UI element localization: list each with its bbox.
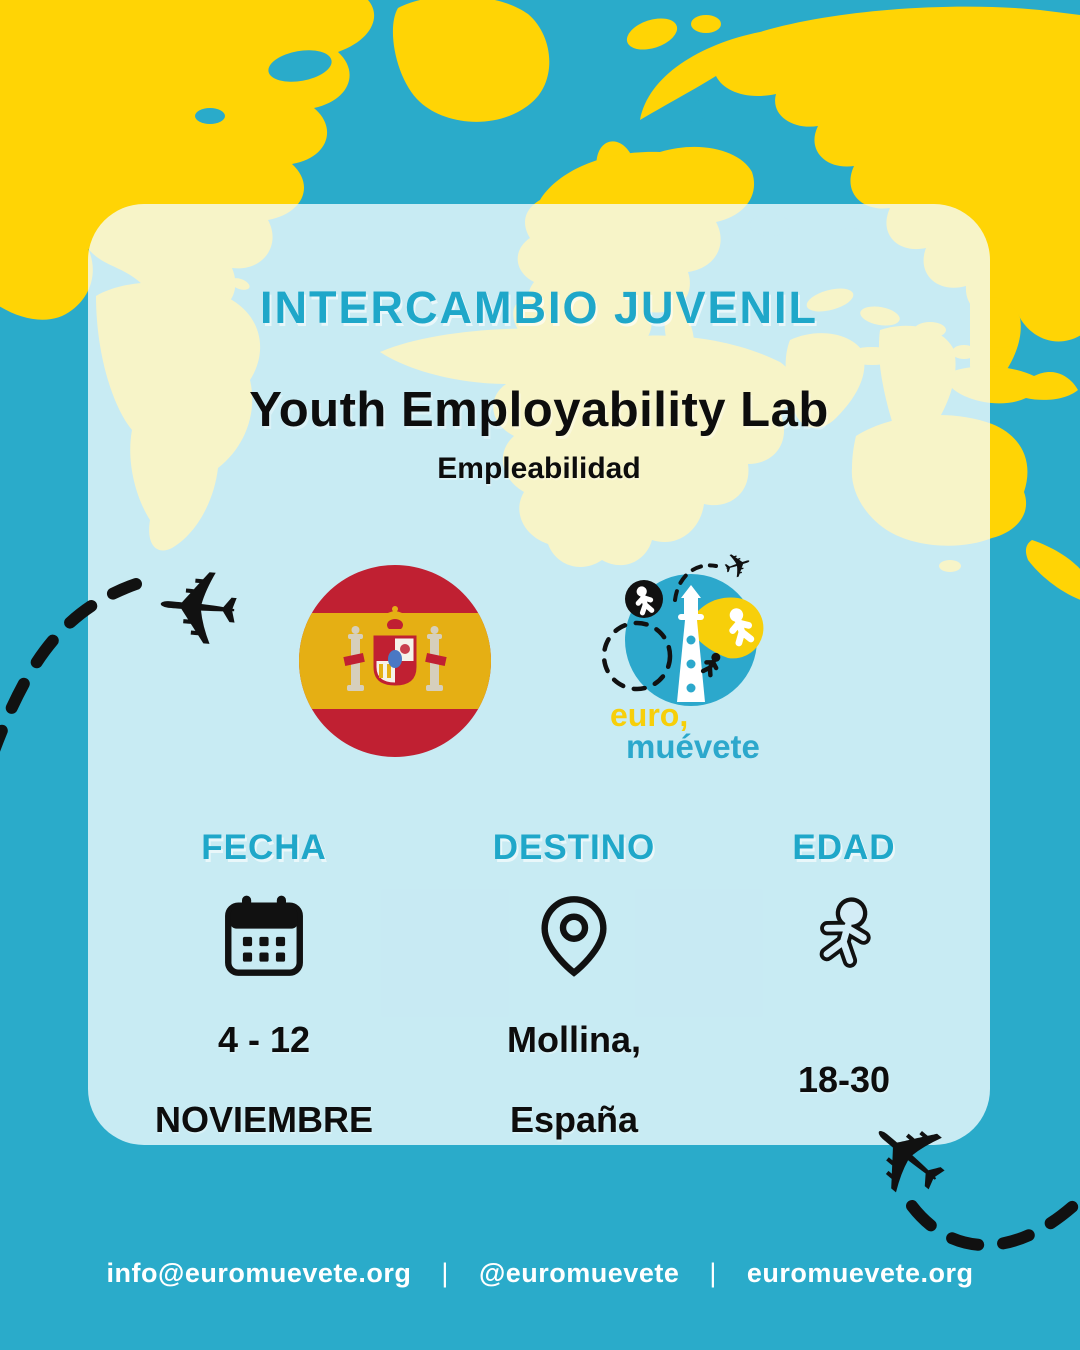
detail-column-destino: DESTINO Mollina, España [444, 828, 704, 1140]
person-icon [700, 652, 721, 678]
detail-value-line: Mollina, [507, 1019, 641, 1060]
footer-website: euromuevete.org [746, 1258, 974, 1288]
subtitle-text: Empleabilidad [437, 452, 641, 485]
detail-value-line: España [509, 1099, 639, 1140]
person-icon [729, 608, 755, 647]
person-icon [649, 615, 668, 643]
calendar-icon [225, 895, 303, 976]
airplane-icon: ✈ [719, 544, 758, 589]
person-icon [635, 586, 655, 616]
map-greenland [392, 0, 550, 122]
logo-word-euro: euro, [610, 697, 688, 733]
location-pin-icon [541, 896, 607, 977]
spain-coat-of-arms [343, 606, 447, 691]
footer-social-handle: @euromuevete [478, 1258, 680, 1288]
detail-label: FECHA [201, 828, 327, 867]
map-new-zealand [1025, 540, 1080, 600]
footer-separator: | [441, 1258, 449, 1288]
detail-label: DESTINO [492, 828, 656, 867]
detail-values: 4 - 12 NOVIEMBRE [134, 1000, 394, 1160]
footer-email: info@euromuevete.org [106, 1258, 412, 1288]
detail-column-edad: EDAD 18-30 [714, 828, 974, 1099]
logo-word-muevete: muévete [626, 728, 760, 765]
light-beam [687, 597, 764, 659]
detail-values: 18-30 [714, 1000, 974, 1160]
detail-value-line: NOVIEMBRE [154, 1099, 374, 1140]
page-title: Youth Employability Lab [249, 383, 829, 437]
detail-column-fecha: FECHA 4 - 12 NOVIEMBRE [134, 828, 394, 1140]
person-outline-icon [819, 897, 871, 968]
footer-contact-bar: info@euromuevete.org | @euromuevete | eu… [0, 1258, 1080, 1289]
info-card: INTERCAMBIO JUVENIL Youth Employability … [88, 204, 990, 1145]
dashed-flight-path [673, 563, 718, 602]
dashed-flight-path [601, 620, 673, 692]
detail-value-line: 4 - 12 [217, 1019, 311, 1060]
footer-separator: | [709, 1258, 717, 1288]
euromuevete-logo: ✈ euro, muévete [601, 544, 764, 765]
detail-value-line: 18-30 [797, 1059, 891, 1101]
detail-label: EDAD [792, 828, 896, 867]
spain-flag-icon [299, 565, 491, 757]
eyebrow-text: INTERCAMBIO JUVENIL [259, 282, 819, 333]
detail-values: Mollina, España [444, 1000, 704, 1160]
